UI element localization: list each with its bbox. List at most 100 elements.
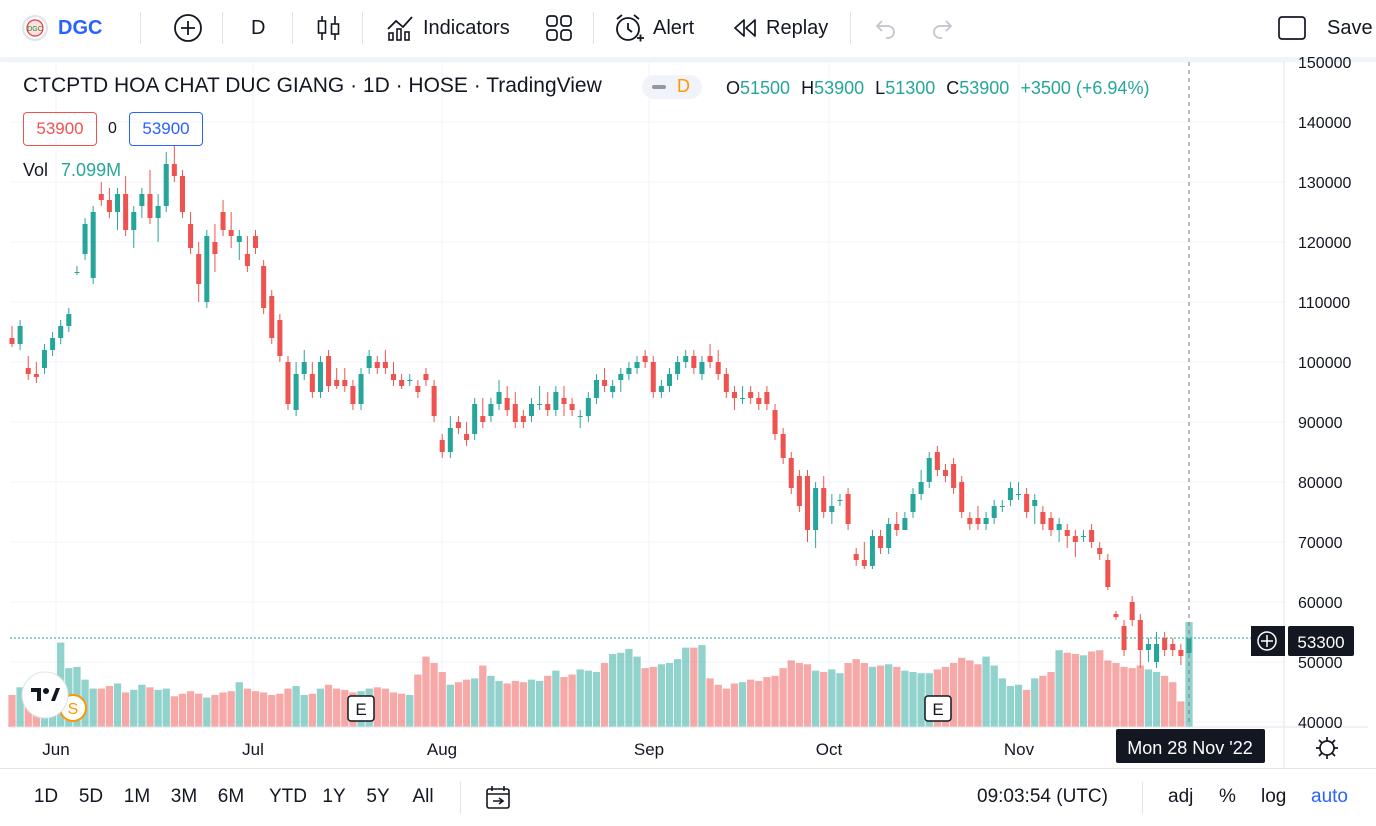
plus-circle-icon [174, 14, 202, 42]
candle-body [261, 266, 267, 308]
volume-bar [454, 682, 463, 727]
candle-body [634, 362, 640, 368]
candle-body [496, 392, 502, 404]
candle-body [123, 194, 129, 230]
volume-bar [333, 688, 341, 727]
indicators-button[interactable]: Indicators [385, 0, 510, 56]
alert-button[interactable]: Alert [613, 0, 694, 56]
tradingview-logo-icon[interactable] [21, 671, 69, 719]
range-button-5d[interactable]: 5D [78, 786, 104, 807]
earnings-marker[interactable]: E [924, 695, 952, 722]
undo-button[interactable] [873, 0, 899, 56]
range-button-5y[interactable]: 5Y [366, 786, 390, 807]
candle-body [658, 386, 664, 392]
candle-body [382, 362, 388, 368]
volume-bar [909, 671, 917, 727]
range-button-1m[interactable]: 1M [123, 786, 151, 807]
volume-bar [487, 675, 495, 727]
date-range-button[interactable] [484, 784, 512, 817]
range-button-1y[interactable]: 1Y [322, 786, 346, 807]
sell-price-pill[interactable]: 53900 [23, 112, 97, 146]
log-toggle[interactable]: log [1261, 786, 1287, 807]
candle-body [1048, 518, 1054, 530]
candle-body [910, 494, 916, 512]
earnings-marker[interactable]: E [347, 695, 375, 722]
candle-body [593, 380, 599, 398]
candle-body [861, 560, 867, 566]
candle-body [748, 392, 754, 398]
badge-label: D [677, 76, 690, 96]
candle-body [1186, 638, 1192, 653]
price-axis-label: 130000 [1298, 175, 1351, 192]
candle-body [447, 428, 453, 452]
volume-bar [1087, 651, 1096, 727]
candle-body [1162, 638, 1168, 650]
volume-bar [389, 692, 398, 727]
buy-price-pill[interactable]: 53900 [129, 112, 203, 146]
symbol-label: DGC [58, 16, 103, 39]
time-axis-label: Nov [1004, 740, 1035, 759]
volume-bar [600, 663, 609, 727]
range-button-6m[interactable]: 6M [217, 786, 245, 807]
volume-bar [836, 673, 844, 727]
volume-bar [178, 693, 187, 727]
plus-circle-icon [1257, 631, 1277, 651]
volume-bar [552, 670, 560, 727]
candle-body [293, 374, 299, 410]
symbol-search[interactable]: DGC DGC [22, 0, 102, 56]
candle-body [577, 416, 583, 417]
candle-body [902, 518, 908, 530]
candle-body [666, 374, 673, 386]
percent-toggle[interactable]: % [1219, 786, 1236, 807]
candle-body [1072, 536, 1078, 542]
candle-body [731, 392, 737, 398]
adj-toggle[interactable]: adj [1168, 786, 1194, 807]
range-button-3m[interactable]: 3M [170, 786, 198, 807]
volume-bar [495, 680, 503, 727]
volume-bar [1185, 622, 1193, 727]
price-axis-label: 90000 [1298, 415, 1343, 432]
save-button[interactable]: Save [1327, 0, 1373, 56]
redo-button[interactable] [929, 0, 955, 56]
candle-body [204, 236, 210, 302]
candle-body [131, 212, 137, 230]
settings-gear-icon[interactable] [1316, 737, 1338, 759]
alert-label: Alert [653, 16, 695, 39]
save-checkbox[interactable] [1277, 0, 1307, 56]
candle-body [431, 386, 437, 416]
interval-badge[interactable]: D [642, 75, 702, 99]
chart-style-button[interactable] [316, 0, 342, 56]
range-button-all[interactable]: All [412, 786, 434, 807]
range-button-1d[interactable]: 1D [33, 786, 59, 807]
candle-body [528, 404, 535, 416]
divider [362, 12, 363, 44]
auto-toggle[interactable]: auto [1311, 786, 1348, 807]
volume-bar [617, 652, 625, 727]
clock-timezone[interactable]: 09:03:54 (UTC) [977, 786, 1108, 807]
candle-body [772, 410, 778, 434]
volume-bar [235, 682, 243, 727]
compare-button[interactable] [173, 0, 203, 56]
candle-body [58, 326, 64, 338]
candle-body [845, 494, 851, 524]
volume-bar [657, 664, 666, 727]
interval-button[interactable]: D [251, 0, 265, 56]
candle-body [642, 356, 648, 362]
volume-bar [154, 689, 162, 727]
range-button-ytd[interactable]: YTD [269, 786, 307, 807]
crosshair-add-button[interactable] [1251, 626, 1285, 656]
candle-body [1105, 560, 1111, 587]
candle-body [983, 518, 989, 524]
undo-icon [875, 20, 895, 39]
chart-grid [10, 61, 1284, 727]
volume-bar [1128, 668, 1136, 727]
layouts-button[interactable] [545, 0, 573, 56]
volume-bar [722, 688, 730, 727]
volume-bar [990, 665, 998, 727]
candle-body [1007, 488, 1013, 500]
replay-button[interactable]: Replay [732, 0, 828, 56]
candle-body [512, 404, 518, 422]
open-label: O [726, 78, 741, 98]
volume-bar [958, 657, 966, 727]
price-chart[interactable]: 150000 140000 130000 120000 110000 100000 9000… [0, 0, 1376, 770]
